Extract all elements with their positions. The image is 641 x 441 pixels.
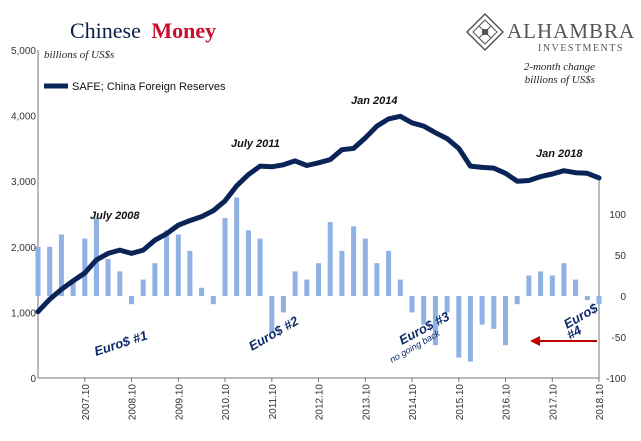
bar bbox=[479, 296, 485, 325]
x-tick-label: 2007.10 bbox=[81, 384, 92, 421]
annotation-july-2008: July 2008 bbox=[90, 210, 140, 222]
brand-name: ALHAMBRA bbox=[507, 19, 635, 43]
chart-title: Chinese Money bbox=[70, 18, 216, 43]
right-tick-label: -100 bbox=[606, 374, 626, 385]
bar bbox=[129, 296, 134, 305]
right-tick-label: 100 bbox=[609, 210, 626, 221]
x-tick-label: 2018.10 bbox=[595, 384, 606, 421]
left-axis-ticks: 0 1,000 2,000 3,000 4,000 5,000 bbox=[11, 46, 36, 385]
left-tick-label: 5,000 bbox=[11, 46, 36, 57]
bar bbox=[467, 296, 473, 362]
legend: SAFE; China Foreign Reserves bbox=[44, 81, 226, 93]
bar bbox=[316, 263, 321, 296]
left-tick-label: 3,000 bbox=[11, 177, 36, 188]
bar bbox=[374, 263, 380, 296]
x-tick-label: 2014.10 bbox=[408, 384, 419, 421]
bar bbox=[503, 296, 508, 346]
brand-logo: ALHAMBRA INVESTMENTS bbox=[465, 12, 635, 54]
bar bbox=[584, 296, 590, 301]
bar bbox=[339, 250, 345, 296]
bar bbox=[70, 279, 76, 296]
bar bbox=[35, 246, 41, 296]
bar bbox=[257, 238, 263, 296]
bar bbox=[351, 226, 357, 296]
title-part-1: Chinese bbox=[70, 18, 141, 43]
bar bbox=[245, 230, 251, 296]
annotation-jan-2014: Jan 2014 bbox=[351, 95, 397, 107]
bar bbox=[432, 296, 438, 346]
bar bbox=[514, 296, 520, 305]
left-tick-label: 4,000 bbox=[11, 112, 36, 123]
right-tick-label: 0 bbox=[620, 292, 626, 303]
annotation-jan-2018: Jan 2018 bbox=[536, 148, 583, 160]
bar bbox=[292, 271, 298, 296]
bar bbox=[362, 238, 368, 296]
red-arrow bbox=[530, 336, 597, 346]
x-tick-label: 2017.10 bbox=[548, 384, 559, 421]
bar bbox=[409, 296, 415, 313]
x-tick-label: 2016.10 bbox=[502, 384, 513, 421]
bar bbox=[327, 222, 333, 296]
line-layer bbox=[35, 113, 602, 315]
bar bbox=[58, 234, 64, 296]
bar bbox=[234, 197, 240, 296]
bar bbox=[269, 296, 275, 333]
right-tick-label: 50 bbox=[615, 251, 627, 262]
bar bbox=[491, 296, 497, 329]
bar bbox=[549, 275, 555, 296]
bar bbox=[573, 279, 579, 296]
left-tick-label: 1,000 bbox=[11, 308, 36, 319]
left-unit-label: billions of US$s bbox=[44, 49, 114, 61]
bar bbox=[210, 296, 216, 305]
x-tick-label: 2013.10 bbox=[361, 384, 372, 421]
lattice-diamond-icon bbox=[465, 12, 505, 52]
bar bbox=[596, 296, 602, 305]
left-tick-label: 0 bbox=[30, 374, 36, 385]
bar bbox=[561, 263, 567, 296]
legend-label: SAFE; China Foreign Reserves bbox=[72, 81, 226, 93]
left-tick-label: 2,000 bbox=[11, 243, 36, 254]
reserves-line bbox=[35, 113, 602, 315]
bar bbox=[117, 271, 123, 296]
bar bbox=[304, 279, 310, 296]
right-tick-label: -50 bbox=[612, 333, 627, 344]
bar bbox=[538, 271, 544, 296]
x-tick-label: 2011.10 bbox=[268, 384, 279, 420]
x-axis-ticks: 2007.10 2008.10 2009.10 2010.10 2011.10 2012.… bbox=[81, 378, 606, 420]
x-tick-label: 2012.10 bbox=[315, 384, 326, 421]
x-tick-label: 2008.10 bbox=[128, 384, 139, 421]
right-unit-line-2: billions of US$s bbox=[525, 74, 595, 86]
bar bbox=[456, 296, 462, 358]
bar bbox=[421, 296, 427, 325]
bar bbox=[47, 246, 53, 296]
bar bbox=[175, 234, 181, 296]
brand-sub: INVESTMENTS bbox=[538, 43, 624, 54]
bars-layer bbox=[35, 197, 602, 362]
bar bbox=[140, 279, 146, 296]
bar bbox=[280, 296, 286, 313]
bar bbox=[187, 250, 193, 296]
annotation-july-2011: July 2011 bbox=[231, 138, 280, 150]
bar bbox=[82, 238, 88, 296]
bar bbox=[526, 275, 532, 296]
bar bbox=[222, 218, 228, 296]
bar bbox=[444, 296, 450, 313]
bar bbox=[152, 263, 158, 296]
bar bbox=[397, 279, 403, 296]
bar bbox=[105, 259, 111, 296]
x-tick-label: 2015.10 bbox=[455, 384, 466, 421]
euro-label-1: Euro$ #1 bbox=[92, 328, 149, 359]
x-tick-label: 2010.10 bbox=[221, 384, 232, 421]
title-part-2: Money bbox=[151, 18, 216, 43]
bar bbox=[199, 287, 205, 296]
right-unit-line-1: 2-month change bbox=[524, 61, 595, 73]
x-tick-label: 2009.10 bbox=[174, 384, 185, 421]
bar bbox=[164, 230, 170, 296]
right-axis-ticks: -100 -50 0 50 100 bbox=[606, 210, 626, 385]
bar bbox=[386, 250, 392, 296]
